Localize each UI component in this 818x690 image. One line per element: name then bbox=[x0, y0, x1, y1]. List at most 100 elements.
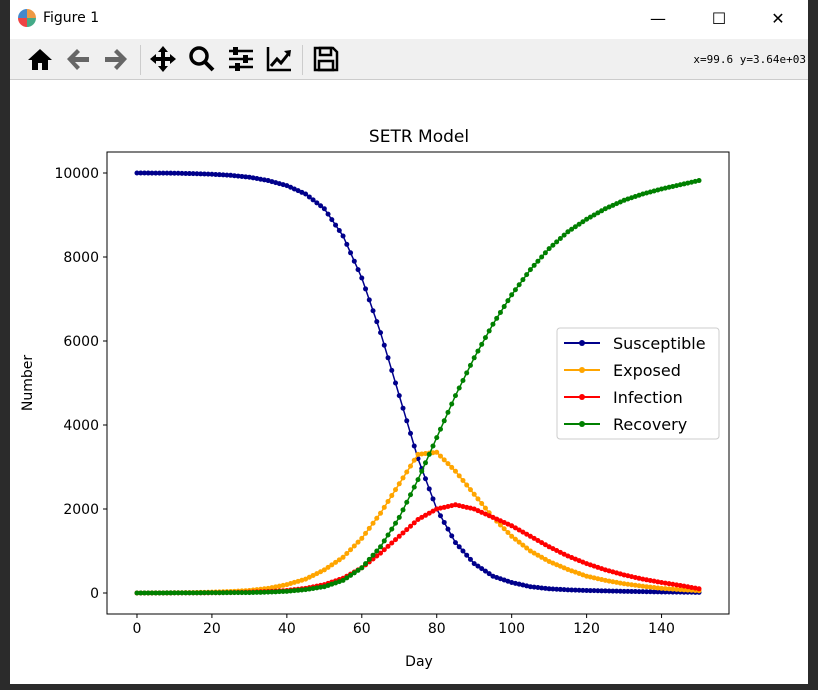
data-point bbox=[288, 581, 294, 587]
data-point bbox=[370, 552, 376, 558]
data-point bbox=[505, 530, 511, 536]
data-point bbox=[539, 540, 545, 546]
pan-icon[interactable] bbox=[149, 45, 177, 73]
data-point bbox=[535, 552, 541, 558]
data-point bbox=[426, 451, 432, 457]
data-point bbox=[644, 589, 650, 595]
data-point bbox=[479, 509, 485, 515]
data-point bbox=[385, 532, 391, 538]
data-point bbox=[640, 576, 646, 582]
data-point bbox=[509, 523, 515, 529]
data-point bbox=[501, 304, 507, 310]
data-point bbox=[378, 330, 384, 336]
data-point bbox=[411, 443, 417, 449]
data-point bbox=[542, 585, 548, 591]
data-point bbox=[351, 543, 357, 549]
data-point bbox=[265, 178, 271, 184]
data-point bbox=[550, 242, 556, 248]
y-tick-label: 10000 bbox=[54, 166, 99, 182]
data-point bbox=[602, 577, 608, 583]
data-point bbox=[408, 523, 414, 529]
data-point bbox=[134, 590, 140, 596]
edit-axis-icon[interactable] bbox=[265, 45, 293, 73]
close-button[interactable]: ✕ bbox=[771, 9, 785, 28]
data-point bbox=[569, 226, 575, 232]
data-point bbox=[486, 328, 492, 334]
legend-label: Recovery bbox=[613, 415, 687, 434]
data-point bbox=[321, 206, 327, 212]
data-point bbox=[393, 537, 399, 543]
data-point bbox=[276, 181, 282, 187]
data-point bbox=[381, 547, 387, 553]
data-point bbox=[205, 590, 211, 596]
data-point bbox=[198, 171, 204, 177]
data-point bbox=[464, 482, 470, 488]
data-point bbox=[640, 191, 646, 197]
data-point bbox=[565, 229, 571, 235]
data-point bbox=[366, 297, 372, 303]
data-point bbox=[505, 521, 511, 527]
data-point bbox=[355, 267, 361, 273]
data-point bbox=[370, 308, 376, 314]
data-point bbox=[471, 491, 477, 497]
data-point bbox=[239, 173, 245, 179]
data-point bbox=[524, 531, 530, 537]
zoom-icon[interactable] bbox=[188, 45, 216, 73]
data-point bbox=[681, 181, 687, 187]
data-point bbox=[535, 585, 541, 591]
data-point bbox=[194, 171, 200, 177]
home-icon[interactable] bbox=[26, 45, 54, 73]
axes-frame bbox=[106, 151, 730, 615]
data-point bbox=[527, 267, 533, 273]
data-point bbox=[490, 321, 496, 327]
data-point bbox=[363, 286, 369, 292]
data-point bbox=[280, 588, 286, 594]
forward-icon[interactable] bbox=[102, 45, 130, 73]
data-point bbox=[449, 533, 455, 539]
data-point bbox=[685, 584, 691, 590]
configure-subplots-icon[interactable] bbox=[227, 45, 255, 73]
data-point bbox=[378, 550, 384, 556]
data-point bbox=[396, 481, 402, 487]
data-point bbox=[467, 487, 473, 493]
data-point bbox=[595, 588, 601, 594]
legend-marker bbox=[579, 340, 585, 346]
data-point bbox=[614, 588, 620, 594]
data-point bbox=[520, 582, 526, 588]
data-point bbox=[509, 580, 515, 585]
data-point bbox=[535, 538, 541, 543]
data-point bbox=[318, 569, 324, 575]
data-point bbox=[527, 548, 533, 554]
data-point bbox=[288, 588, 294, 594]
toolbar: x=99.6 y=3.64e+03 bbox=[10, 39, 808, 80]
data-point bbox=[348, 547, 354, 553]
data-point bbox=[400, 530, 406, 536]
maximize-button[interactable]: ☐ bbox=[711, 9, 727, 28]
y-tick-label: 4000 bbox=[63, 418, 99, 434]
x-tick-label: 40 bbox=[278, 621, 296, 637]
data-point bbox=[340, 577, 346, 583]
legend-marker bbox=[579, 394, 585, 400]
save-icon[interactable] bbox=[312, 45, 340, 73]
data-point bbox=[512, 287, 518, 293]
data-point bbox=[550, 560, 556, 566]
data-point bbox=[602, 567, 608, 573]
data-point bbox=[445, 461, 451, 467]
data-point bbox=[437, 505, 443, 511]
data-point bbox=[175, 170, 181, 176]
data-point bbox=[205, 171, 211, 177]
data-point bbox=[467, 362, 473, 368]
data-point bbox=[273, 584, 279, 590]
data-point bbox=[497, 518, 503, 524]
minimize-button[interactable]: — bbox=[650, 9, 666, 28]
data-point bbox=[291, 579, 297, 585]
data-point bbox=[610, 569, 616, 575]
data-point bbox=[505, 298, 511, 304]
data-point bbox=[314, 571, 320, 577]
back-icon[interactable] bbox=[64, 45, 92, 73]
data-point bbox=[554, 239, 560, 245]
app-icon bbox=[18, 9, 36, 27]
x-tick-label: 100 bbox=[498, 621, 525, 637]
data-point bbox=[689, 179, 695, 185]
